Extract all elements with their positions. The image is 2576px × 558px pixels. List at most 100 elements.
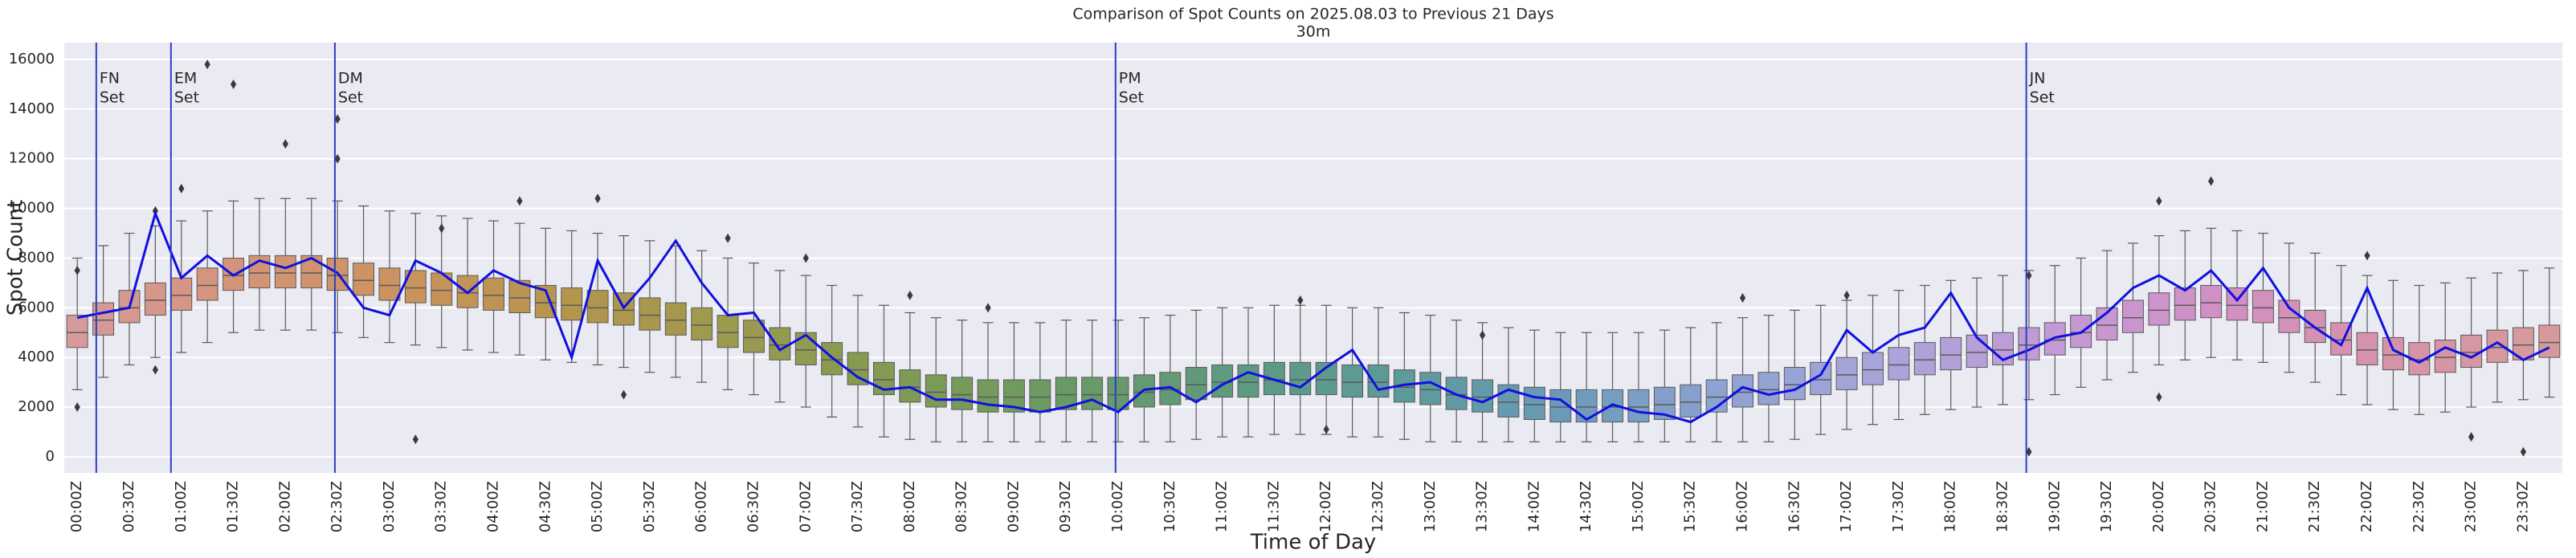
outlier (2520, 446, 2527, 457)
chart-subtitle: 30m (1296, 23, 1331, 41)
y-tick-label: 8000 (18, 249, 55, 266)
y-tick-label: 10000 (9, 200, 55, 217)
x-tick-label: 04:00Z (485, 481, 502, 532)
box (1757, 372, 1780, 405)
box (769, 327, 791, 360)
x-tick-label: 17:30Z (1890, 481, 1907, 532)
event-label: JN (2029, 70, 2046, 88)
box (2434, 340, 2456, 373)
box (2122, 299, 2144, 333)
x-tick-label: 22:30Z (2411, 481, 2427, 532)
x-tick-label: 04:30Z (537, 481, 553, 532)
x-tick-label: 18:30Z (1994, 481, 2011, 532)
outlier (2156, 392, 2162, 402)
x-tick-label: 05:00Z (589, 481, 606, 532)
x-tick-label: 15:30Z (1682, 481, 1699, 532)
outlier (412, 434, 418, 445)
box (1862, 352, 1884, 385)
x-tick-label: 15:00Z (1630, 481, 1647, 532)
box (977, 379, 999, 413)
x-tick-label: 12:30Z (1370, 481, 1386, 532)
event-label: FN (100, 70, 120, 88)
x-tick-label: 02:00Z (276, 481, 293, 532)
x-tick-label: 13:30Z (1474, 481, 1491, 532)
box (2356, 332, 2378, 365)
x-axis-label: Time of Day (1250, 531, 1377, 555)
box (170, 277, 193, 311)
event-label: Set (1119, 89, 1144, 107)
box (951, 377, 974, 410)
outlier (594, 193, 601, 204)
outlier (230, 79, 237, 89)
event-label: PM (1119, 70, 1141, 88)
box (2460, 334, 2483, 369)
y-tick-label: 16000 (9, 51, 55, 67)
x-tick-label: 19:00Z (2046, 481, 2063, 532)
box (1783, 367, 1806, 401)
y-axis-label: Spot Count (4, 200, 28, 316)
chart-title: Comparison of Spot Counts on 2025.08.03 … (1072, 6, 1553, 23)
box (1341, 364, 1364, 398)
x-tick-label: 01:30Z (225, 481, 242, 532)
box (378, 267, 401, 301)
box (794, 332, 817, 365)
x-tick-label: 20:30Z (2202, 481, 2219, 532)
outlier (334, 153, 341, 164)
outlier (282, 139, 288, 149)
box (586, 290, 609, 324)
x-tick-label: 06:30Z (745, 481, 761, 532)
y-tick-label: 6000 (18, 299, 55, 316)
box (1523, 386, 1545, 421)
outlier (334, 114, 341, 124)
x-tick-label: 08:30Z (953, 481, 970, 532)
x-tick-label: 00:00Z (68, 481, 85, 532)
x-tick-label: 14:00Z (1525, 481, 1542, 532)
box (1575, 389, 1598, 423)
outlier (74, 402, 80, 413)
box (1367, 364, 1390, 398)
box (925, 374, 947, 408)
x-tick-label: 07:00Z (797, 481, 814, 532)
y-tick-label: 0 (46, 448, 55, 465)
x-tick-label: 11:00Z (1214, 481, 1231, 532)
outlier (802, 253, 809, 263)
x-tick-label: 08:00Z (901, 481, 918, 532)
outlier (1739, 292, 1746, 303)
box (483, 277, 504, 311)
box (1940, 336, 1962, 371)
x-tick-label: 16:30Z (1786, 481, 1802, 532)
box (1835, 356, 1858, 390)
box (274, 255, 296, 289)
x-tick-label: 14:30Z (1578, 481, 1594, 532)
outlier (178, 183, 185, 193)
box (1081, 377, 1104, 410)
box (1627, 389, 1650, 423)
x-tick-label: 00:30Z (120, 481, 137, 532)
outlier (2468, 432, 2475, 442)
outlier (2026, 446, 2032, 457)
x-tick-label: 18:00Z (1942, 481, 1959, 532)
box (639, 297, 661, 331)
x-tick-label: 10:00Z (1109, 481, 1126, 532)
outlier (1297, 295, 1304, 306)
x-tick-label: 23:00Z (2463, 481, 2480, 532)
outlier (74, 265, 80, 275)
box (1888, 347, 1910, 381)
x-tick-label: 02:30Z (329, 481, 345, 532)
box (1107, 377, 1129, 410)
x-tick-label: 06:00Z (693, 481, 710, 532)
x-tick-label: 23:30Z (2514, 481, 2531, 532)
x-tick-label: 03:30Z (433, 481, 450, 532)
box (1732, 374, 1753, 408)
box (2251, 290, 2274, 324)
event-label: Set (338, 89, 363, 107)
y-tick-label: 14000 (9, 100, 55, 117)
x-tick-label: 05:30Z (641, 481, 658, 532)
x-tick-label: 21:30Z (2306, 481, 2323, 532)
x-tick-label: 11:30Z (1265, 481, 1282, 532)
x-tick-label: 12:00Z (1317, 481, 1334, 532)
box (1029, 379, 1051, 413)
x-tick-label: 19:30Z (2098, 481, 2115, 532)
current-day-line (76, 210, 2550, 424)
